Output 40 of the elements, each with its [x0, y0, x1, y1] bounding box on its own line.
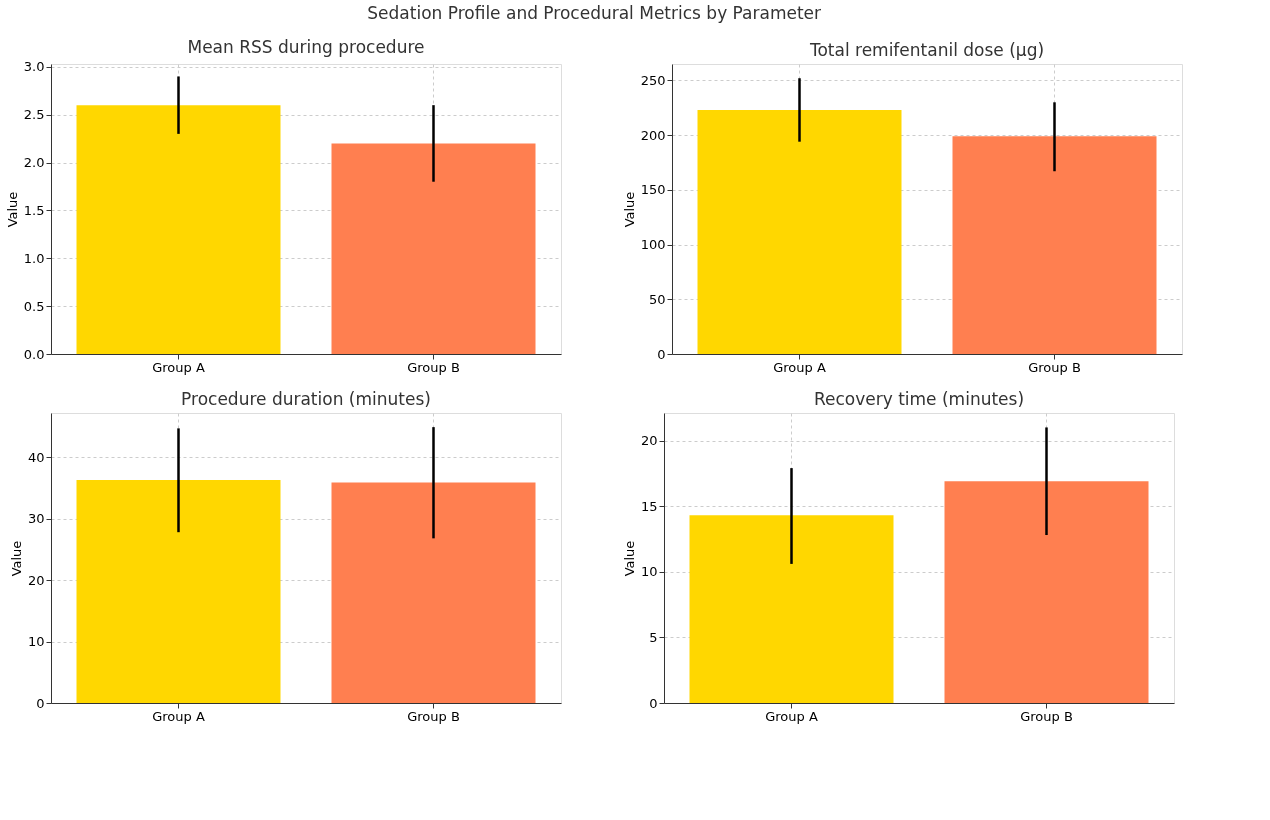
y-axis-title: Value — [621, 191, 637, 228]
x-tick-label: Group A — [765, 708, 818, 724]
chart-title: Mean RSS during procedure — [187, 36, 425, 57]
y-tick-label: 2.5 — [23, 107, 45, 123]
y-tick-label: 200 — [640, 127, 666, 143]
y-axis-title: Value — [4, 191, 20, 228]
y-tick-label: 100 — [640, 237, 666, 253]
y-tick-label: 10 — [27, 634, 45, 650]
y-tick-label: 2.0 — [23, 155, 45, 171]
text: Sedation Profile and Procedural Metrics by Parameter — [367, 3, 822, 24]
x-tick-label: Group A — [152, 359, 205, 375]
y-tick-label: 3.0 — [23, 59, 45, 75]
y-tick-label: 20 — [640, 433, 658, 449]
y-tick-label: 0.5 — [23, 298, 45, 314]
y-tick-label: 15 — [640, 498, 658, 514]
y-tick-label: 0 — [657, 346, 666, 362]
x-tick-label: Group B — [1020, 708, 1073, 724]
y-tick-label: 0 — [36, 695, 45, 711]
x-tick-label: Group B — [407, 708, 460, 724]
chart-title: Recovery time (minutes) — [813, 389, 1025, 409]
y-tick-label: 150 — [640, 182, 666, 198]
y-tick-label: 30 — [27, 511, 45, 527]
y-axis-title: Value — [621, 540, 637, 577]
y-tick-label: 50 — [648, 291, 666, 307]
y-tick-label: 0 — [649, 695, 658, 711]
y-tick-label: 40 — [27, 449, 45, 465]
x-tick-label: Group B — [1028, 359, 1081, 375]
x-tick-label: Group A — [773, 359, 826, 375]
y-tick-label: 0.0 — [23, 346, 45, 362]
x-tick-label: Group A — [152, 708, 205, 724]
y-tick-label: 1.5 — [23, 202, 45, 218]
y-tick-label: 1.0 — [23, 250, 45, 266]
y-axis-title: Value — [8, 540, 24, 577]
chart-title: Total remifentanil dose (μg) — [808, 40, 1045, 60]
y-tick-label: 5 — [649, 629, 658, 645]
y-tick-label: 20 — [27, 572, 45, 588]
y-tick-label: 250 — [640, 72, 666, 88]
x-tick-label: Group B — [407, 359, 460, 375]
y-tick-label: 10 — [640, 564, 658, 580]
chart-title: Procedure duration (minutes) — [181, 389, 431, 409]
